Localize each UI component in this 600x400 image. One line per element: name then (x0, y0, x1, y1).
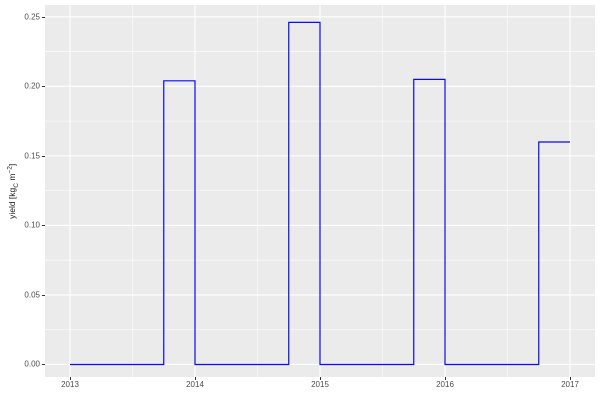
y-axis-tick-label: 0.10 (24, 220, 40, 230)
y-axis-tick-label: 0.05 (24, 290, 40, 300)
x-axis-tick-label: 2013 (61, 380, 79, 389)
y-axis-title: yield [kgC m−2] (6, 163, 21, 219)
y-axis-tick-mark (42, 86, 45, 88)
yield-step-line-chart (45, 5, 595, 377)
y-axis-title-sup: −2 (6, 165, 14, 174)
x-axis-tick-mark (320, 377, 321, 380)
x-axis-tick-label: 2014 (186, 380, 204, 389)
x-axis-tick-label: 2017 (561, 380, 579, 389)
y-axis-title-sub: C (13, 182, 21, 188)
x-axis-tick-mark (195, 377, 196, 380)
y-axis-tick-mark (42, 225, 45, 227)
y-axis-tick-mark (42, 16, 45, 18)
y-axis-tick-label: 0.00 (24, 359, 40, 369)
y-axis-title-mid: m (7, 173, 18, 183)
y-axis-tick-mark (42, 294, 45, 296)
x-axis-tick-mark (70, 377, 71, 380)
x-axis-tick-mark (445, 377, 446, 380)
y-axis-tick-mark (42, 364, 45, 366)
y-axis-title-wrap: yield [kgC m−2] (0, 0, 26, 382)
x-axis-tick-label: 2015 (311, 380, 329, 389)
x-axis-tick-label: 2016 (436, 380, 454, 389)
plot-panel (45, 5, 595, 377)
y-axis-tick-label: 0.20 (24, 81, 40, 91)
series-yield-step-line (70, 21, 570, 366)
x-axis-tick-mark (570, 377, 571, 380)
y-axis-title-pre: yield [kg (7, 187, 18, 219)
y-axis-tick-label: 0.25 (24, 12, 40, 22)
y-axis-title-post: ] (7, 163, 18, 166)
y-axis-tick-mark (42, 155, 45, 157)
y-axis-tick-label: 0.15 (24, 151, 40, 161)
